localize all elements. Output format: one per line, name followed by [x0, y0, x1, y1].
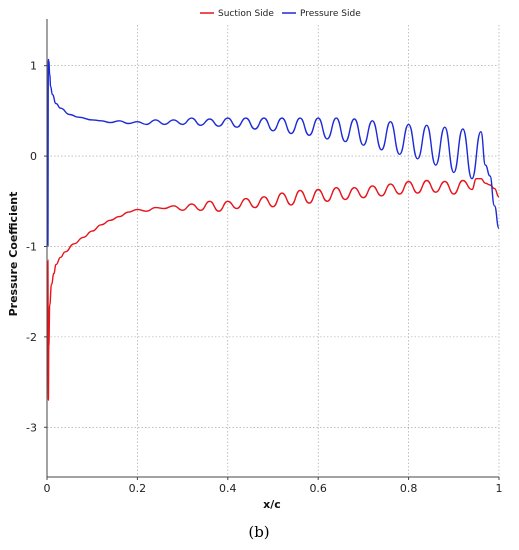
- y-tick-label: 1: [30, 60, 37, 73]
- y-tick-labels: 1 0 -1 -2 -3: [26, 60, 47, 434]
- axes: [46, 19, 499, 478]
- pressure-side-line: [47, 58, 500, 248]
- suction-side-line: [47, 178, 500, 401]
- x-axis-title: x/c: [263, 498, 281, 511]
- x-tick-label: 0: [44, 482, 51, 495]
- x-tick-label: 1: [496, 482, 503, 495]
- legend: Suction Side Pressure Side: [200, 9, 361, 19]
- y-tick-label: -3: [26, 421, 37, 434]
- x-tick-label: 0.6: [309, 482, 327, 495]
- x-tick-label: 0.2: [129, 482, 147, 495]
- grid: [47, 25, 500, 477]
- y-tick-label: -1: [26, 240, 37, 253]
- y-tick-label: 0: [30, 150, 37, 163]
- x-tick-labels: 0 0.2 0.4 0.6 0.8 1: [44, 477, 503, 495]
- panel-label: (b): [248, 523, 269, 541]
- series-lines: [47, 58, 500, 401]
- x-tick-label: 0.8: [400, 482, 418, 495]
- pressure-side-legend-label: Pressure Side: [300, 9, 361, 19]
- y-axis-title: Pressure Coefficient: [7, 192, 20, 317]
- y-tick-label: -2: [26, 331, 37, 344]
- x-tick-label: 0.4: [219, 482, 237, 495]
- suction-side-legend-label: Suction Side: [218, 9, 274, 19]
